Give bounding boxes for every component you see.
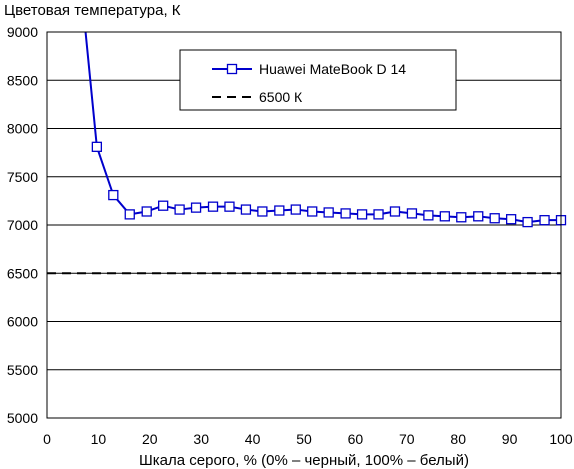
data-point [373, 209, 384, 220]
data-point [423, 210, 434, 221]
data-point [274, 205, 285, 216]
y-tick-label: 5500 [7, 362, 38, 378]
data-point [539, 215, 550, 226]
data-point [489, 213, 500, 224]
data-point [340, 208, 351, 219]
y-tick-label: 8000 [7, 121, 38, 137]
y-tick-label: 7000 [7, 217, 38, 233]
x-tick-label: 90 [502, 431, 518, 447]
y-tick-label: 5000 [7, 410, 38, 426]
y-tick-label: 9000 [7, 24, 38, 40]
data-point [505, 214, 517, 225]
x-tick-label: 70 [399, 431, 415, 447]
data-point [456, 212, 467, 223]
data-point [174, 204, 185, 215]
y-tick-label: 8500 [7, 72, 38, 88]
x-axis-title: Шкала серого, % (0% – черный, 100% – бел… [139, 452, 469, 469]
data-point [158, 200, 169, 211]
data-point [522, 216, 533, 228]
x-tick-label: 80 [450, 431, 466, 447]
data-point [406, 208, 418, 219]
x-tick-label: 50 [296, 431, 312, 447]
y-axis-title: Цветовая температура, К [4, 2, 181, 19]
legend-marker-huawei [226, 63, 238, 75]
legend-label-huawei: Huawei MateBook D 14 [259, 61, 406, 77]
data-point [473, 211, 484, 222]
tick-labels: 5000 5500 6000 6500 7000 7500 8000 8500 9000 0 10 2… [7, 24, 573, 447]
data-point [356, 209, 368, 220]
data-point [124, 209, 135, 220]
x-tick-label: 0 [43, 431, 51, 447]
data-point [389, 206, 401, 217]
data-point [307, 206, 318, 217]
data-point [257, 206, 268, 217]
data-point [108, 189, 119, 201]
data-point [91, 141, 103, 152]
data-point [207, 201, 219, 212]
grid [47, 79, 561, 371]
legend-box [179, 49, 457, 111]
x-tick-label: 30 [193, 431, 209, 447]
legend-label-6500k: 6500 К [259, 89, 303, 105]
x-tick-label: 100 [549, 431, 573, 447]
legend: Huawei MateBook D 14 6500 К [179, 49, 457, 111]
y-tick-label: 7500 [7, 169, 38, 185]
y-tick-label: 6000 [7, 314, 38, 330]
data-point [190, 202, 202, 213]
y-tick-label: 6500 [7, 265, 38, 281]
x-tick-label: 20 [142, 431, 158, 447]
data-point [224, 201, 235, 212]
plot-frame [46, 31, 562, 419]
data-point [240, 204, 252, 215]
x-tick-label: 10 [91, 431, 107, 447]
data-point [141, 206, 152, 217]
x-tick-label: 40 [245, 431, 261, 447]
data-point [323, 207, 334, 218]
x-tick-label: 60 [348, 431, 364, 447]
data-point [439, 211, 450, 222]
data-point [290, 204, 301, 215]
